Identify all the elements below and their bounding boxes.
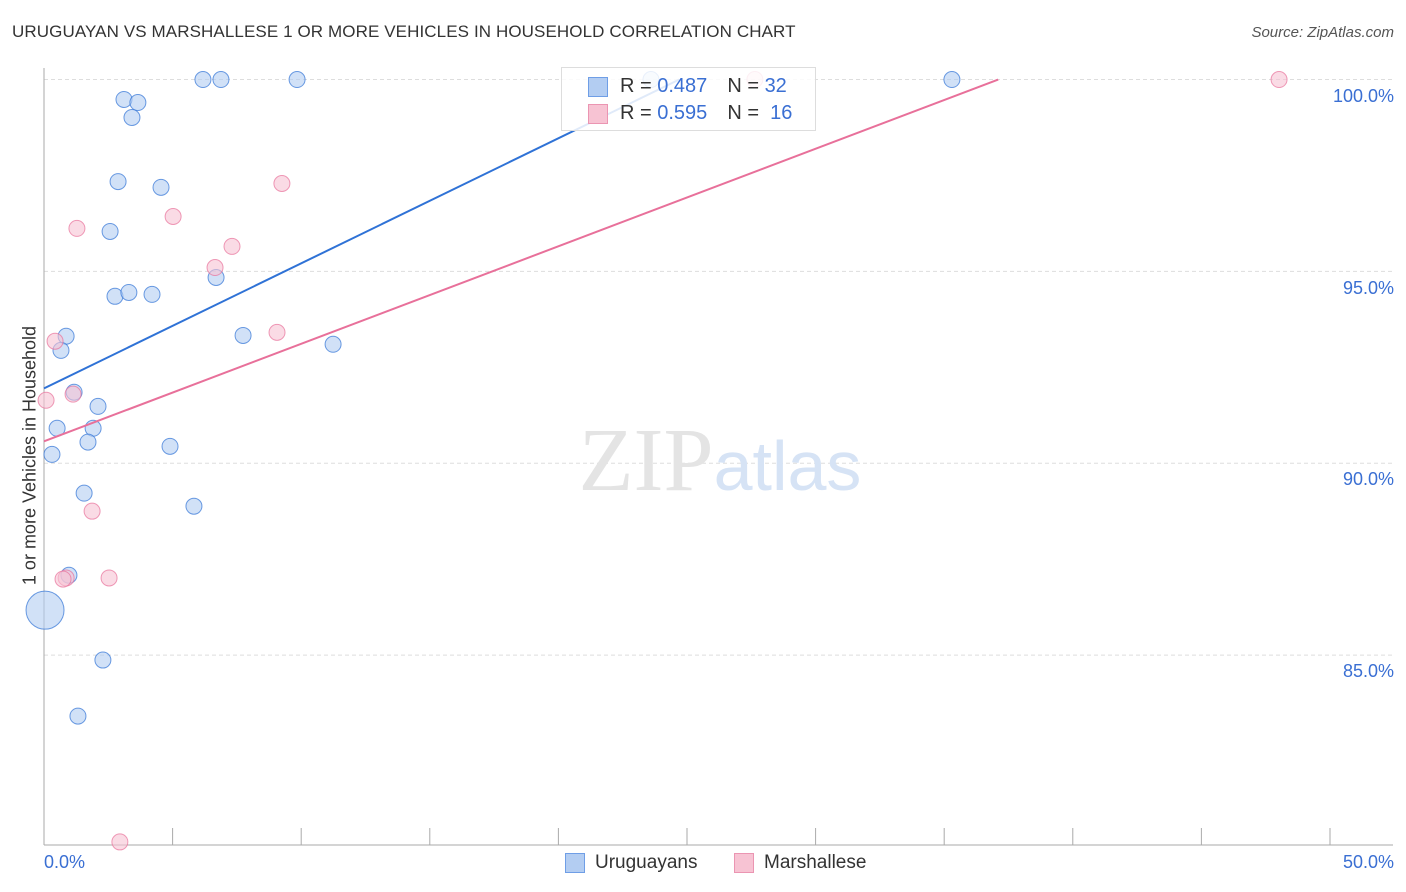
marshallese-point — [206, 259, 224, 277]
y-tick-label: 100.0% — [1332, 86, 1394, 106]
uruguayans-point — [75, 484, 93, 502]
marshallese-point — [273, 174, 291, 192]
uruguayans-point — [101, 222, 119, 240]
marshallese-point — [46, 332, 64, 350]
uruguayans-point — [79, 433, 97, 451]
marshallese-point — [100, 569, 118, 587]
r-value: 0.595 — [657, 102, 708, 124]
uruguayans-point — [25, 590, 65, 630]
marshallese-point — [68, 219, 86, 237]
uruguayans-point — [288, 71, 306, 89]
uruguayans-point — [129, 94, 147, 112]
y-tick-label: 85.0% — [1342, 661, 1394, 681]
y-axis-label: 1 or more Vehicles in Household — [19, 325, 40, 586]
uruguayans-point — [324, 335, 342, 353]
marshallese-point — [37, 391, 55, 409]
marshallese-trendline — [43, 78, 999, 443]
uruguayans-point — [89, 397, 107, 415]
x-tick-label: 0.0% — [44, 852, 86, 872]
y-tick-label: 90.0% — [1342, 469, 1394, 489]
legend-row-marshallese: R = 0.595 N = 16 — [588, 102, 792, 125]
n-value: 32 — [764, 75, 787, 97]
marshallese-point — [54, 570, 72, 588]
r-label: R = — [620, 75, 652, 97]
y-tick-label: 95.0% — [1342, 278, 1394, 298]
uruguayans-point — [94, 651, 112, 669]
uruguayans-point — [212, 71, 230, 89]
uruguayans-point — [161, 437, 179, 455]
bottom-legend-marshallese: Marshallese — [734, 852, 866, 874]
legend-swatch-pink — [734, 853, 754, 873]
uruguayans-point — [109, 173, 127, 191]
uruguayans-point — [123, 108, 141, 126]
legend-row-uruguayans: R = 0.487 N = 32 — [588, 75, 787, 98]
r-label: R = — [620, 102, 652, 124]
marshallese-point — [83, 502, 101, 520]
marshallese-point — [1270, 71, 1288, 89]
bottom-legend-uruguayans: Uruguayans — [565, 852, 697, 874]
watermark: ZIPatlas — [579, 411, 862, 510]
source-label: Source: ZipAtlas.com — [1251, 24, 1394, 41]
marshallese-point — [111, 833, 129, 851]
legend-swatch-blue — [588, 76, 608, 97]
uruguayans-point — [943, 71, 961, 89]
marshallese-point — [268, 323, 286, 341]
uruguayans-point — [152, 178, 170, 196]
n-label: N = — [727, 75, 759, 97]
x-tick-label: 50.0% — [1342, 852, 1394, 872]
legend-label: Marshallese — [764, 852, 867, 873]
r-value: 0.487 — [657, 75, 708, 97]
uruguayans-point — [143, 285, 161, 303]
legend-swatch-blue — [565, 853, 585, 873]
uruguayans-point — [115, 90, 133, 108]
legend-swatch-pink — [588, 103, 608, 124]
marshallese-point — [164, 207, 182, 225]
marshallese-point — [223, 237, 241, 255]
uruguayans-point — [185, 497, 203, 515]
uruguayans-point — [43, 445, 61, 463]
legend: R = 0.487 N = 32 R = 0.595 N = 16 — [561, 67, 816, 131]
n-value: 16 — [770, 102, 793, 124]
n-label: N = — [727, 102, 759, 124]
marshallese-point — [64, 385, 82, 403]
uruguayans-point — [194, 71, 212, 89]
uruguayans-point — [234, 326, 252, 344]
uruguayans-point — [120, 283, 138, 301]
legend-label: Uruguayans — [595, 852, 698, 873]
uruguayans-point — [69, 707, 87, 725]
chart-title: URUGUAYAN VS MARSHALLESE 1 OR MORE VEHIC… — [12, 22, 796, 41]
